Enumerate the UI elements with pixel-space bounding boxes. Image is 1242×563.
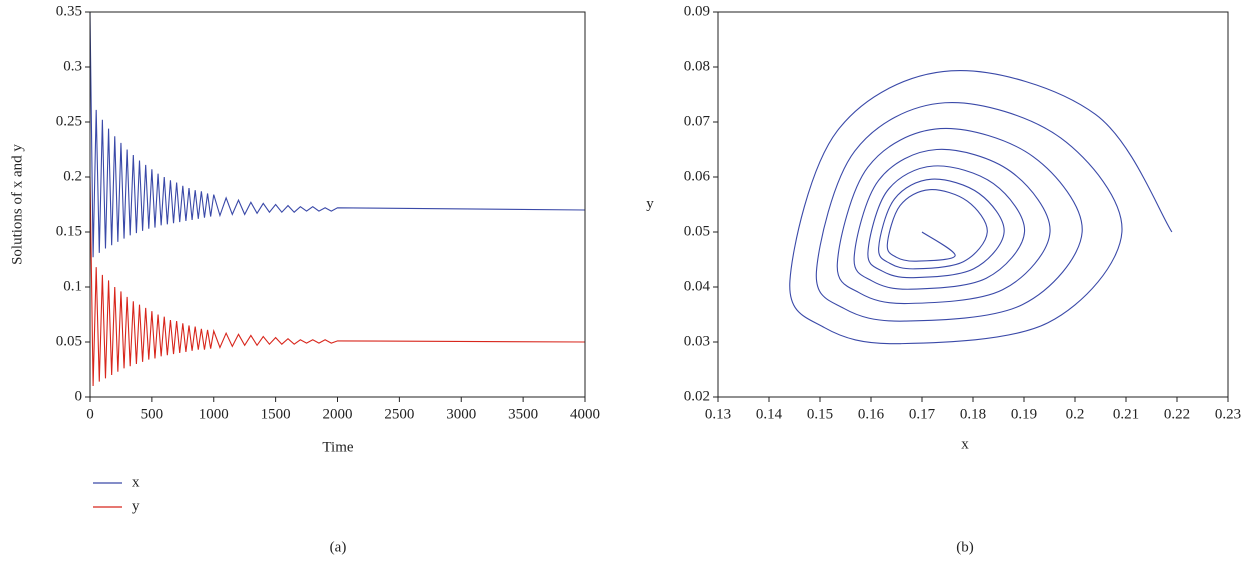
x-tick-label: 0.14 [756, 406, 783, 422]
data-line [789, 70, 1173, 345]
x-tick-label: 3500 [508, 406, 538, 422]
x-tick-label: 0.2 [1066, 406, 1085, 422]
y-axis-label: y [646, 196, 654, 212]
y-tick-label: 0.09 [684, 3, 710, 19]
x-tick-label: 0.17 [909, 406, 936, 422]
y-tick-label: 0.1 [63, 278, 82, 294]
y-tick-label: 0.05 [56, 333, 82, 349]
y-tick-label: 0.04 [684, 278, 711, 294]
y-axis-label: Solutions of x and y [9, 144, 25, 265]
x-tick-label: 500 [141, 406, 164, 422]
panel-label: (a) [330, 539, 347, 555]
x-tick-label: 0.13 [705, 406, 731, 422]
x-tick-label: 0.15 [807, 406, 833, 422]
x-axis-label: x [961, 436, 969, 452]
x-tick-label: 0.22 [1164, 406, 1190, 422]
panel-label: (b) [956, 539, 974, 555]
y-tick-label: 0.25 [56, 113, 82, 129]
legend-label: y [132, 498, 140, 514]
x-tick-label: 1000 [199, 406, 229, 422]
plot-frame [717, 11, 1229, 398]
y-tick-label: 0.02 [684, 388, 710, 404]
x-tick-label: 0.21 [1113, 406, 1139, 422]
x-tick-label: 0.18 [960, 406, 986, 422]
y-tick-label: 0.07 [684, 113, 711, 129]
y-tick-label: 0.08 [684, 58, 710, 74]
x-tick-label: 2500 [384, 406, 414, 422]
data-line [89, 176, 586, 387]
y-tick-label: 0.03 [684, 333, 710, 349]
plot-frame [89, 11, 586, 398]
y-tick-label: 0.2 [63, 168, 82, 184]
x-tick-label: 3000 [446, 406, 476, 422]
y-tick-label: 0 [75, 388, 83, 404]
x-tick-label: 4000 [570, 406, 600, 422]
x-tick-label: 0.16 [858, 406, 885, 422]
data-line [89, 11, 586, 258]
y-tick-label: 0.3 [63, 58, 82, 74]
x-tick-label: 0 [86, 406, 94, 422]
legend-label: x [132, 474, 140, 490]
y-tick-label: 0.05 [684, 223, 710, 239]
x-tick-label: 0.19 [1011, 406, 1037, 422]
x-tick-label: 0.23 [1215, 406, 1241, 422]
x-tick-label: 2000 [323, 406, 353, 422]
x-tick-label: 1500 [261, 406, 291, 422]
y-tick-label: 0.06 [684, 168, 711, 184]
y-tick-label: 0.15 [56, 223, 82, 239]
x-axis-label: Time [322, 439, 353, 455]
y-tick-label: 0.35 [56, 3, 82, 19]
